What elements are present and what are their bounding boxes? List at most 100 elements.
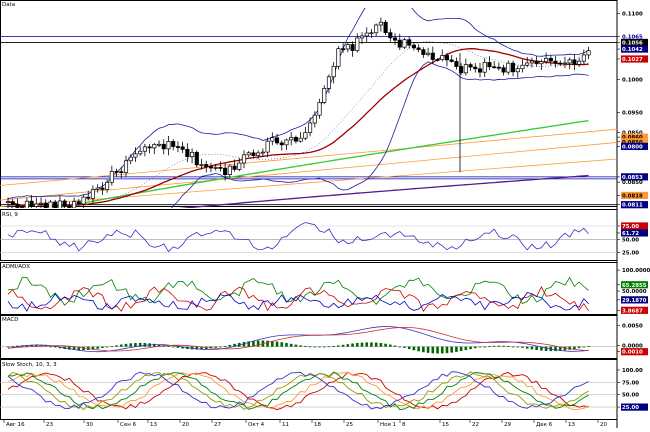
candlestick[interactable]: [496, 62, 501, 71]
candlestick[interactable]: [477, 63, 483, 78]
candlestick[interactable]: [463, 58, 468, 76]
candlestick[interactable]: [426, 47, 431, 57]
candlestick[interactable]: [15, 198, 20, 211]
candlestick[interactable]: [265, 137, 270, 158]
candlestick[interactable]: [208, 162, 214, 173]
candlestick[interactable]: [34, 197, 39, 210]
candlestick[interactable]: [76, 199, 81, 206]
candlestick[interactable]: [142, 143, 147, 157]
candlestick[interactable]: [57, 195, 62, 211]
candlestick[interactable]: [237, 157, 242, 172]
candlestick[interactable]: [454, 57, 459, 70]
candlestick[interactable]: [251, 149, 256, 158]
candlestick[interactable]: [100, 182, 105, 195]
candlestick[interactable]: [520, 59, 525, 73]
candlestick[interactable]: [227, 164, 232, 178]
candlestick[interactable]: [487, 56, 492, 71]
candlestick[interactable]: [123, 155, 129, 177]
candlestick[interactable]: [444, 52, 450, 67]
candlestick[interactable]: [449, 55, 454, 63]
trend-line[interactable]: [0, 142, 617, 201]
candlestick[interactable]: [336, 46, 341, 70]
adx-plot[interactable]: [7, 276, 589, 312]
candlestick[interactable]: [567, 57, 572, 70]
candlestick[interactable]: [317, 98, 322, 119]
candlestick[interactable]: [525, 56, 530, 68]
candlestick[interactable]: [133, 147, 138, 162]
candlestick[interactable]: [109, 165, 114, 186]
candlestick[interactable]: [289, 132, 294, 146]
macd-plot[interactable]: [0, 326, 617, 354]
candlestick[interactable]: [312, 111, 317, 128]
candlestick[interactable]: [29, 195, 34, 208]
candlestick[interactable]: [402, 37, 407, 49]
candlestick[interactable]: [138, 146, 143, 156]
candlestick[interactable]: [326, 74, 332, 94]
candlestick[interactable]: [185, 143, 190, 163]
candlestick[interactable]: [506, 60, 511, 75]
candlestick[interactable]: [374, 23, 379, 36]
candlestick[interactable]: [161, 139, 166, 155]
candlestick[interactable]: [38, 197, 44, 209]
candlestick[interactable]: [20, 205, 25, 213]
candlestick[interactable]: [67, 201, 72, 213]
candlestick[interactable]: [364, 27, 369, 42]
candlestick[interactable]: [510, 60, 516, 77]
candlestick[interactable]: [128, 154, 133, 165]
candlestick[interactable]: [147, 143, 152, 154]
candlestick[interactable]: [152, 142, 157, 155]
candlestick[interactable]: [341, 43, 346, 53]
trend-line[interactable]: [0, 158, 617, 208]
candlestick[interactable]: [256, 150, 261, 160]
candlestick[interactable]: [232, 159, 237, 172]
candlestick[interactable]: [180, 141, 185, 153]
candlestick[interactable]: [10, 198, 15, 206]
candlestick[interactable]: [411, 42, 416, 51]
candlestick[interactable]: [48, 199, 53, 214]
candlestick[interactable]: [270, 132, 275, 146]
candlestick[interactable]: [548, 55, 553, 66]
candlestick[interactable]: [562, 56, 568, 69]
candlestick[interactable]: [308, 117, 313, 137]
candlestick[interactable]: [175, 141, 180, 152]
candlestick[interactable]: [43, 199, 48, 214]
rsi-plot[interactable]: [0, 222, 617, 253]
candlestick[interactable]: [62, 199, 67, 208]
candlestick[interactable]: [440, 49, 445, 62]
candlestick[interactable]: [331, 61, 336, 84]
candlestick[interactable]: [223, 162, 228, 181]
candlestick[interactable]: [459, 63, 464, 76]
candlestick[interactable]: [199, 158, 204, 170]
candlestick[interactable]: [105, 179, 110, 193]
stochastic-plot[interactable]: [0, 371, 617, 411]
candlestick[interactable]: [114, 168, 119, 177]
candlestick[interactable]: [529, 57, 534, 68]
candlestick[interactable]: [246, 151, 251, 158]
candlestick[interactable]: [274, 133, 280, 145]
candlestick[interactable]: [369, 29, 374, 38]
candlestick[interactable]: [392, 33, 398, 45]
candlestick[interactable]: [298, 132, 303, 143]
candlestick[interactable]: [190, 148, 195, 164]
candlestick[interactable]: [24, 197, 29, 215]
candlestick[interactable]: [279, 140, 284, 151]
candlestick[interactable]: [482, 58, 487, 78]
candlestick[interactable]: [81, 195, 86, 210]
candlestick[interactable]: [586, 46, 591, 60]
candlestick[interactable]: [194, 150, 199, 168]
candlestick[interactable]: [421, 47, 426, 58]
candlestick[interactable]: [284, 138, 289, 150]
candlestick[interactable]: [501, 64, 506, 76]
candlestick[interactable]: [383, 19, 388, 36]
candlestick[interactable]: [72, 197, 77, 211]
candlestick[interactable]: [156, 140, 162, 148]
candlestick[interactable]: [218, 161, 223, 172]
candlestick[interactable]: [492, 60, 497, 69]
candlestick[interactable]: [468, 62, 473, 71]
candlestick[interactable]: [378, 17, 383, 32]
candlestick[interactable]: [430, 46, 435, 64]
price-plot[interactable]: [0, 0, 617, 229]
candlestick[interactable]: [388, 28, 393, 42]
